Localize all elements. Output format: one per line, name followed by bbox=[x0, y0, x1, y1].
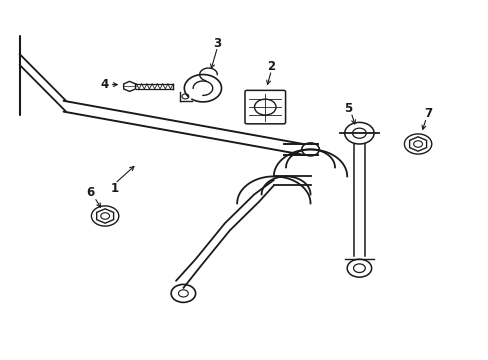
Text: 5: 5 bbox=[344, 102, 351, 114]
Text: 2: 2 bbox=[267, 60, 275, 73]
Text: 7: 7 bbox=[423, 107, 431, 120]
Text: 1: 1 bbox=[111, 183, 119, 195]
Text: 6: 6 bbox=[86, 186, 94, 199]
Text: 3: 3 bbox=[213, 37, 221, 50]
Text: 4: 4 bbox=[100, 78, 108, 91]
